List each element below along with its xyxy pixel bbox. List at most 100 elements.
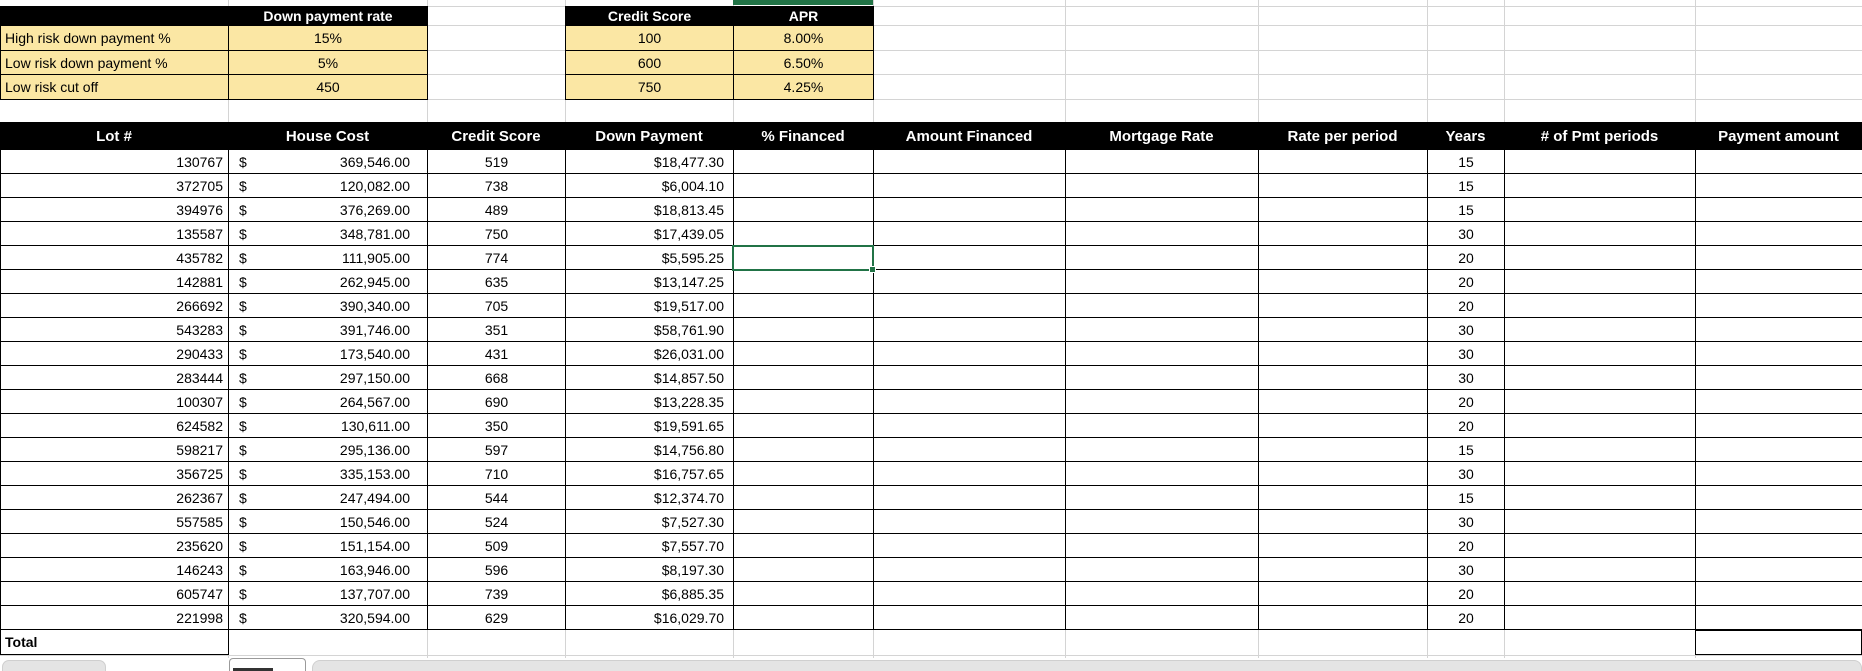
years-cell[interactable]: 20 — [1428, 414, 1505, 438]
payment-amount-cell[interactable] — [1696, 222, 1862, 246]
tab-scroll-area[interactable] — [312, 660, 1862, 671]
down-payment-cell[interactable]: $16,757.65 — [566, 462, 734, 486]
credit-score-cell[interactable]: 635 — [428, 270, 566, 294]
house-cost-cell[interactable]: $173,540.00 — [229, 342, 428, 366]
years-cell[interactable]: 15 — [1428, 198, 1505, 222]
rate-per-period-cell[interactable] — [1259, 582, 1428, 606]
down-payment-cell[interactable]: $12,374.70 — [566, 486, 734, 510]
down-payment-cell[interactable]: $7,557.70 — [566, 534, 734, 558]
amount-financed-cell[interactable] — [874, 606, 1066, 630]
pct-financed-cell[interactable] — [734, 438, 874, 462]
payment-amount-cell[interactable] — [1696, 486, 1862, 510]
down-payment-cell[interactable]: $8,197.30 — [566, 558, 734, 582]
down-payment-cell[interactable]: $13,147.25 — [566, 270, 734, 294]
house-cost-cell[interactable]: $137,707.00 — [229, 582, 428, 606]
low-risk-value-cell[interactable]: 5% — [229, 51, 428, 75]
amount-financed-cell[interactable] — [874, 558, 1066, 582]
rate-per-period-cell[interactable] — [1259, 294, 1428, 318]
house-cost-cell[interactable]: $151,154.00 — [229, 534, 428, 558]
credit-score-cell[interactable]: 596 — [428, 558, 566, 582]
pct-financed-cell[interactable] — [734, 390, 874, 414]
column-header[interactable]: Down Payment — [595, 127, 703, 145]
pmt-periods-cell[interactable] — [1505, 222, 1696, 246]
credit-score-cell[interactable]: 519 — [428, 150, 566, 174]
rate-per-period-cell[interactable] — [1259, 558, 1428, 582]
credit-score-cell[interactable]: 750 — [428, 222, 566, 246]
amount-financed-cell[interactable] — [874, 246, 1066, 270]
pct-financed-cell[interactable] — [734, 414, 874, 438]
credit-score-cell[interactable]: 350 — [428, 414, 566, 438]
pct-financed-cell[interactable] — [734, 534, 874, 558]
pct-financed-cell[interactable] — [734, 150, 874, 174]
amount-financed-cell[interactable] — [874, 270, 1066, 294]
house-cost-cell[interactable]: $111,905.00 — [229, 246, 428, 270]
lot-number-cell[interactable]: 605747 — [1, 582, 229, 606]
amount-financed-cell[interactable] — [874, 462, 1066, 486]
house-cost-cell[interactable]: $262,945.00 — [229, 270, 428, 294]
years-cell[interactable]: 30 — [1428, 558, 1505, 582]
years-cell[interactable]: 30 — [1428, 342, 1505, 366]
credit-score-cell[interactable]: 489 — [428, 198, 566, 222]
house-cost-cell[interactable]: $120,082.00 — [229, 174, 428, 198]
lot-number-cell[interactable]: 624582 — [1, 414, 229, 438]
pct-financed-cell[interactable] — [734, 270, 874, 294]
mortgage-rate-cell[interactable] — [1066, 366, 1259, 390]
house-cost-cell[interactable]: $297,150.00 — [229, 366, 428, 390]
years-cell[interactable]: 30 — [1428, 222, 1505, 246]
pmt-periods-cell[interactable] — [1505, 510, 1696, 534]
rate-per-period-cell[interactable] — [1259, 414, 1428, 438]
pct-financed-cell[interactable] — [734, 462, 874, 486]
years-cell[interactable]: 20 — [1428, 582, 1505, 606]
down-payment-cell[interactable]: $58,761.90 — [566, 318, 734, 342]
amount-financed-cell[interactable] — [874, 486, 1066, 510]
mortgage-rate-cell[interactable] — [1066, 342, 1259, 366]
payment-amount-cell[interactable] — [1696, 510, 1862, 534]
pmt-periods-cell[interactable] — [1505, 198, 1696, 222]
down-payment-cell[interactable]: $6,885.35 — [566, 582, 734, 606]
column-header[interactable]: Payment amount — [1718, 127, 1839, 145]
payment-amount-cell[interactable] — [1696, 582, 1862, 606]
pmt-periods-cell[interactable] — [1505, 558, 1696, 582]
amount-financed-cell[interactable] — [874, 534, 1066, 558]
pmt-periods-cell[interactable] — [1505, 486, 1696, 510]
corner-header-cell[interactable] — [1, 7, 229, 26]
down-payment-cell[interactable]: $19,517.00 — [566, 294, 734, 318]
mortgage-rate-cell[interactable] — [1066, 558, 1259, 582]
mortgage-rate-cell[interactable] — [1066, 510, 1259, 534]
rate-per-period-cell[interactable] — [1259, 270, 1428, 294]
pmt-periods-cell[interactable] — [1505, 246, 1696, 270]
pct-financed-cell[interactable] — [734, 366, 874, 390]
credit-score-cell[interactable]: 629 — [428, 606, 566, 630]
amount-financed-cell[interactable] — [874, 174, 1066, 198]
house-cost-cell[interactable]: $391,746.00 — [229, 318, 428, 342]
rate-per-period-cell[interactable] — [1259, 462, 1428, 486]
down-payment-cell[interactable]: $6,004.10 — [566, 174, 734, 198]
rate-per-period-cell[interactable] — [1259, 198, 1428, 222]
pmt-periods-cell[interactable] — [1505, 174, 1696, 198]
payment-amount-cell[interactable] — [1696, 438, 1862, 462]
lot-number-cell[interactable]: 266692 — [1, 294, 229, 318]
pmt-periods-cell[interactable] — [1505, 534, 1696, 558]
column-header[interactable]: House Cost — [285, 127, 370, 145]
cutoff-label-cell[interactable]: Low risk cut off — [1, 75, 229, 100]
house-cost-cell[interactable]: $348,781.00 — [229, 222, 428, 246]
house-cost-cell[interactable]: $390,340.00 — [229, 294, 428, 318]
down-payment-cell[interactable]: $14,857.50 — [566, 366, 734, 390]
apr-header[interactable]: APR — [734, 7, 874, 26]
lot-number-cell[interactable]: 543283 — [1, 318, 229, 342]
payment-amount-cell[interactable] — [1696, 534, 1862, 558]
house-cost-cell[interactable]: $150,546.00 — [229, 510, 428, 534]
mortgage-rate-cell[interactable] — [1066, 534, 1259, 558]
mortgage-rate-cell[interactable] — [1066, 318, 1259, 342]
payment-amount-cell[interactable] — [1696, 606, 1862, 630]
mortgage-rate-cell[interactable] — [1066, 270, 1259, 294]
years-cell[interactable]: 20 — [1428, 534, 1505, 558]
rate-per-period-cell[interactable] — [1259, 606, 1428, 630]
active-sheet-tab[interactable] — [229, 658, 306, 671]
down-payment-cell[interactable]: $14,756.80 — [566, 438, 734, 462]
pmt-periods-cell[interactable] — [1505, 438, 1696, 462]
pmt-periods-cell[interactable] — [1505, 390, 1696, 414]
rate-per-period-cell[interactable] — [1259, 222, 1428, 246]
down-payment-cell[interactable]: $19,591.65 — [566, 414, 734, 438]
credit-score-cell[interactable]: 668 — [428, 366, 566, 390]
